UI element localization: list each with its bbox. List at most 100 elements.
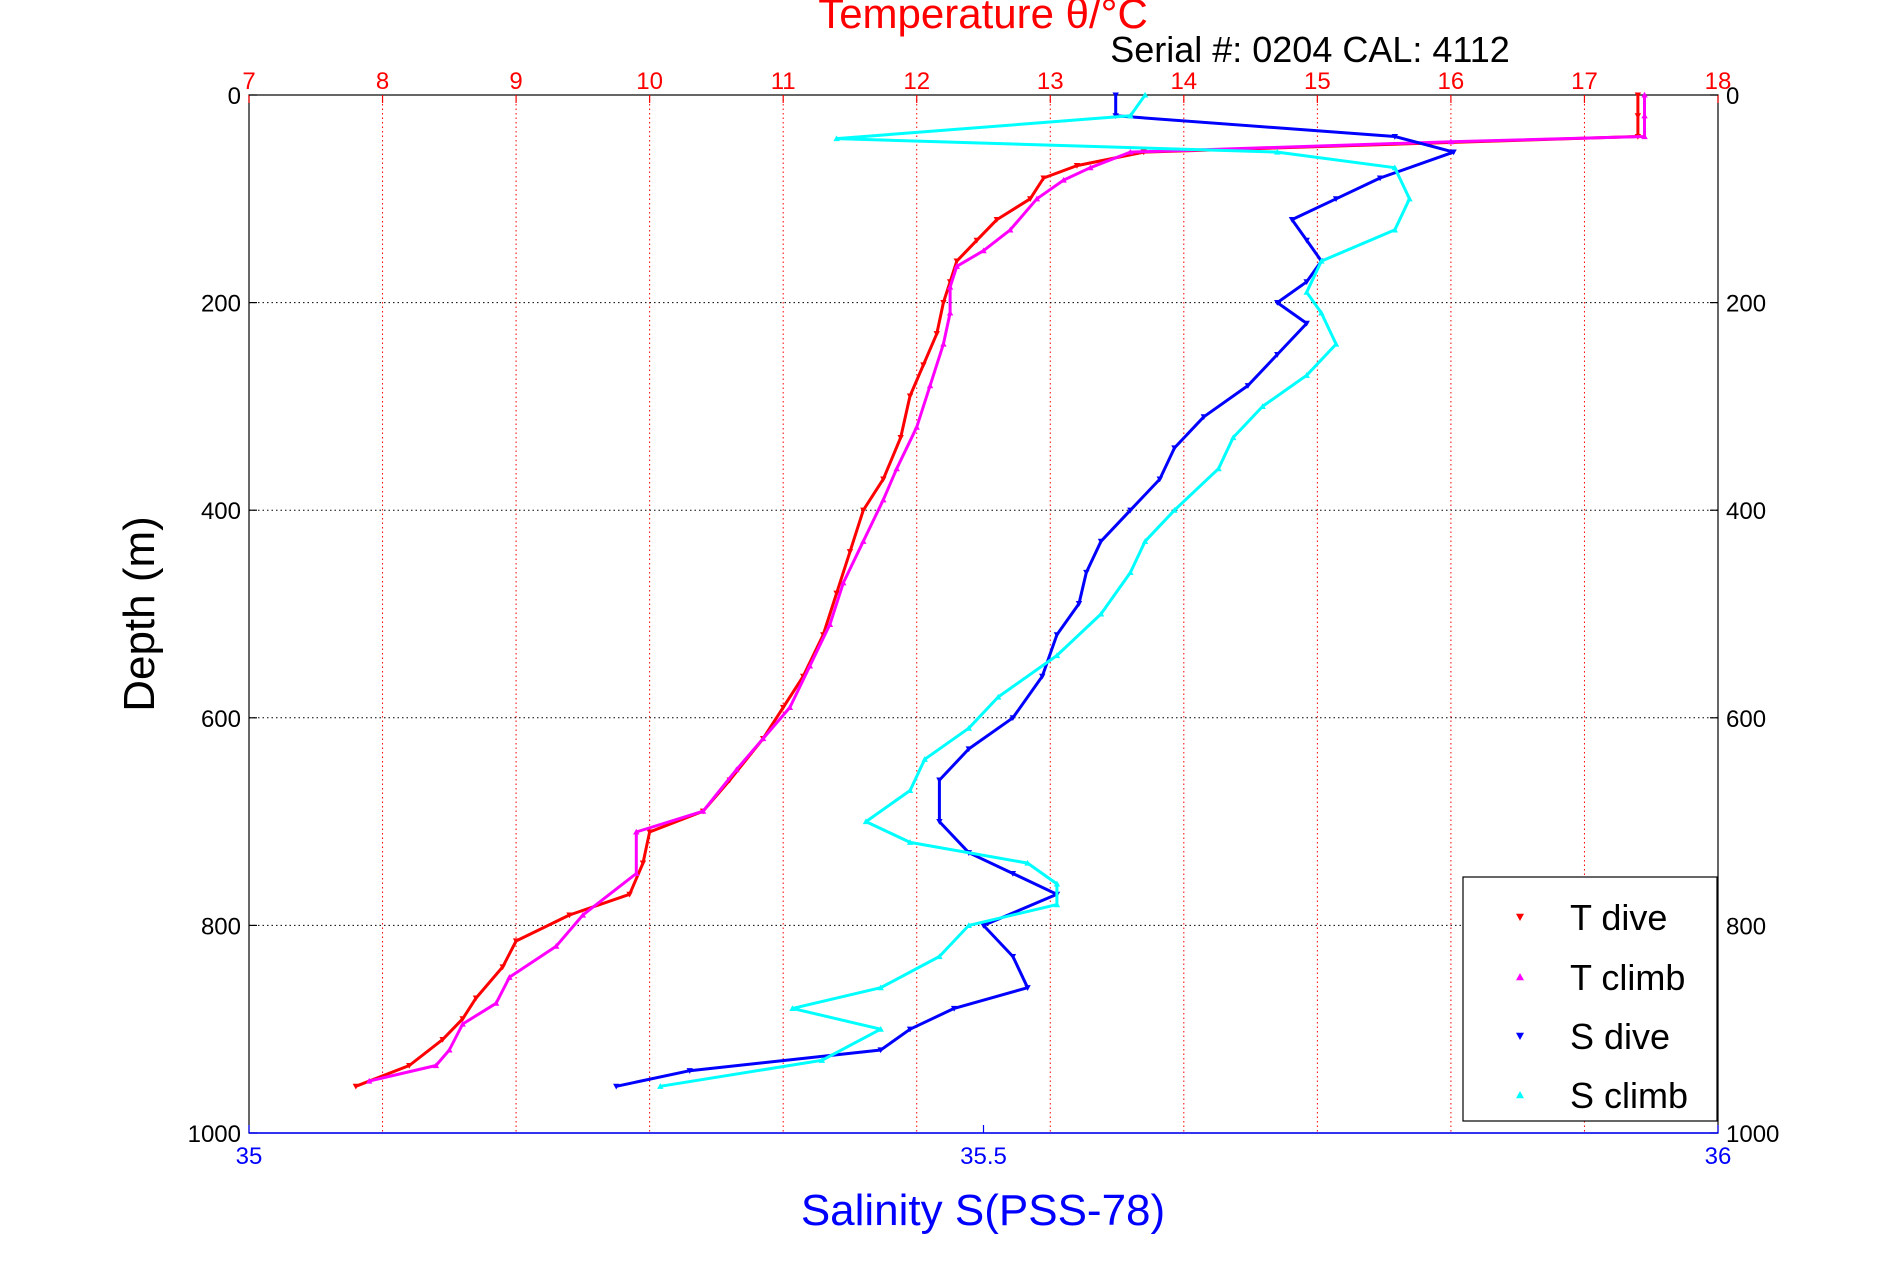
data-point [946,309,954,316]
data-point [913,423,920,430]
data-point [1230,434,1237,441]
data-point [877,1047,884,1054]
data-point [906,787,914,794]
top-tick-label: 16 [1438,68,1465,95]
data-point [993,217,1001,223]
legend-box [1462,876,1718,1122]
data-point [921,756,928,762]
data-point [1171,445,1178,452]
series-s-dive [613,92,1457,1090]
left-tick-label: 600 [201,706,241,733]
data-point [1024,859,1031,866]
data-point [936,953,943,960]
data-point [965,724,973,731]
data-point [699,808,707,814]
data-point [1318,257,1325,264]
data-point [1075,601,1083,607]
legend-marker [1516,1032,1524,1040]
data-point [826,621,834,627]
data-point [633,870,640,877]
data-point [1039,673,1046,680]
data-point [953,258,960,265]
top-tick-label: 12 [903,68,930,95]
data-point [786,704,794,710]
data-point [432,1062,440,1069]
legend-marker [1516,1091,1524,1099]
bottom-tick-label: 35 [236,1143,263,1170]
data-point [953,263,960,269]
data-point [1303,289,1310,295]
data-point [1244,383,1252,389]
top-tick-label: 15 [1304,68,1331,95]
top-tick-label: 8 [376,68,389,95]
data-point [1156,476,1163,483]
data-point [1634,113,1642,119]
data-point [862,818,870,825]
data-point [1007,226,1014,233]
top-tick-label: 11 [771,68,796,95]
data-layer [352,91,1648,1090]
data-point [1303,320,1310,327]
data-point [980,922,987,929]
data-point [906,1026,914,1033]
legend-markers [1516,913,1524,1099]
legend-marker [1516,913,1524,921]
data-point [877,1026,884,1032]
data-point [646,829,653,836]
data-point [950,1005,958,1012]
data-point [733,766,740,773]
data-point [1053,652,1061,659]
top-tick-label: 7 [242,68,255,95]
data-point [459,1016,466,1023]
data-point [1274,300,1281,306]
data-point [1141,91,1149,98]
data-point [1009,715,1017,721]
data-point [940,300,947,306]
data-point [459,1020,466,1027]
data-point [1127,569,1134,576]
data-point [880,496,887,503]
data-point [965,922,973,928]
legend-label-t-dive: T dive [1570,897,1667,938]
top-tick-label: 9 [509,68,522,95]
right-tick-label: 600 [1726,706,1766,733]
data-point [639,860,647,867]
data-point [833,135,840,142]
data-point [936,777,943,784]
data-point [446,1046,453,1053]
data-point [779,704,787,711]
data-point [877,984,884,991]
data-point [946,283,954,290]
right-tick-label: 0 [1726,83,1739,110]
data-point [1391,164,1399,171]
data-point [1391,133,1399,140]
data-point [1053,880,1061,887]
data-point [499,964,506,971]
data-point [1641,133,1648,140]
right-tick-label: 800 [1726,913,1766,940]
data-point [965,746,973,753]
data-point [1450,149,1457,156]
data-point [613,1083,620,1090]
data-point [920,362,927,369]
data-point [1053,901,1061,908]
data-point [1274,148,1281,155]
data-point [906,393,914,400]
left-tick-label: 1000 [188,1121,241,1148]
right-tick-label: 200 [1726,291,1766,318]
data-point [1009,953,1017,960]
data-point [1215,465,1222,472]
bottom-tick-label: 36 [1705,1143,1732,1170]
data-point [1073,163,1081,169]
data-point [365,1077,373,1084]
data-point [1033,195,1041,202]
data-point [1259,403,1266,409]
legend: T dive T climb S dive S climb [1462,876,1718,1122]
data-point [626,891,633,898]
data-point [512,938,520,945]
data-point [633,828,640,835]
top-tick-label: 18 [1705,68,1732,95]
data-point [1027,196,1034,202]
data-point [1274,351,1281,358]
data-point [1641,112,1648,119]
